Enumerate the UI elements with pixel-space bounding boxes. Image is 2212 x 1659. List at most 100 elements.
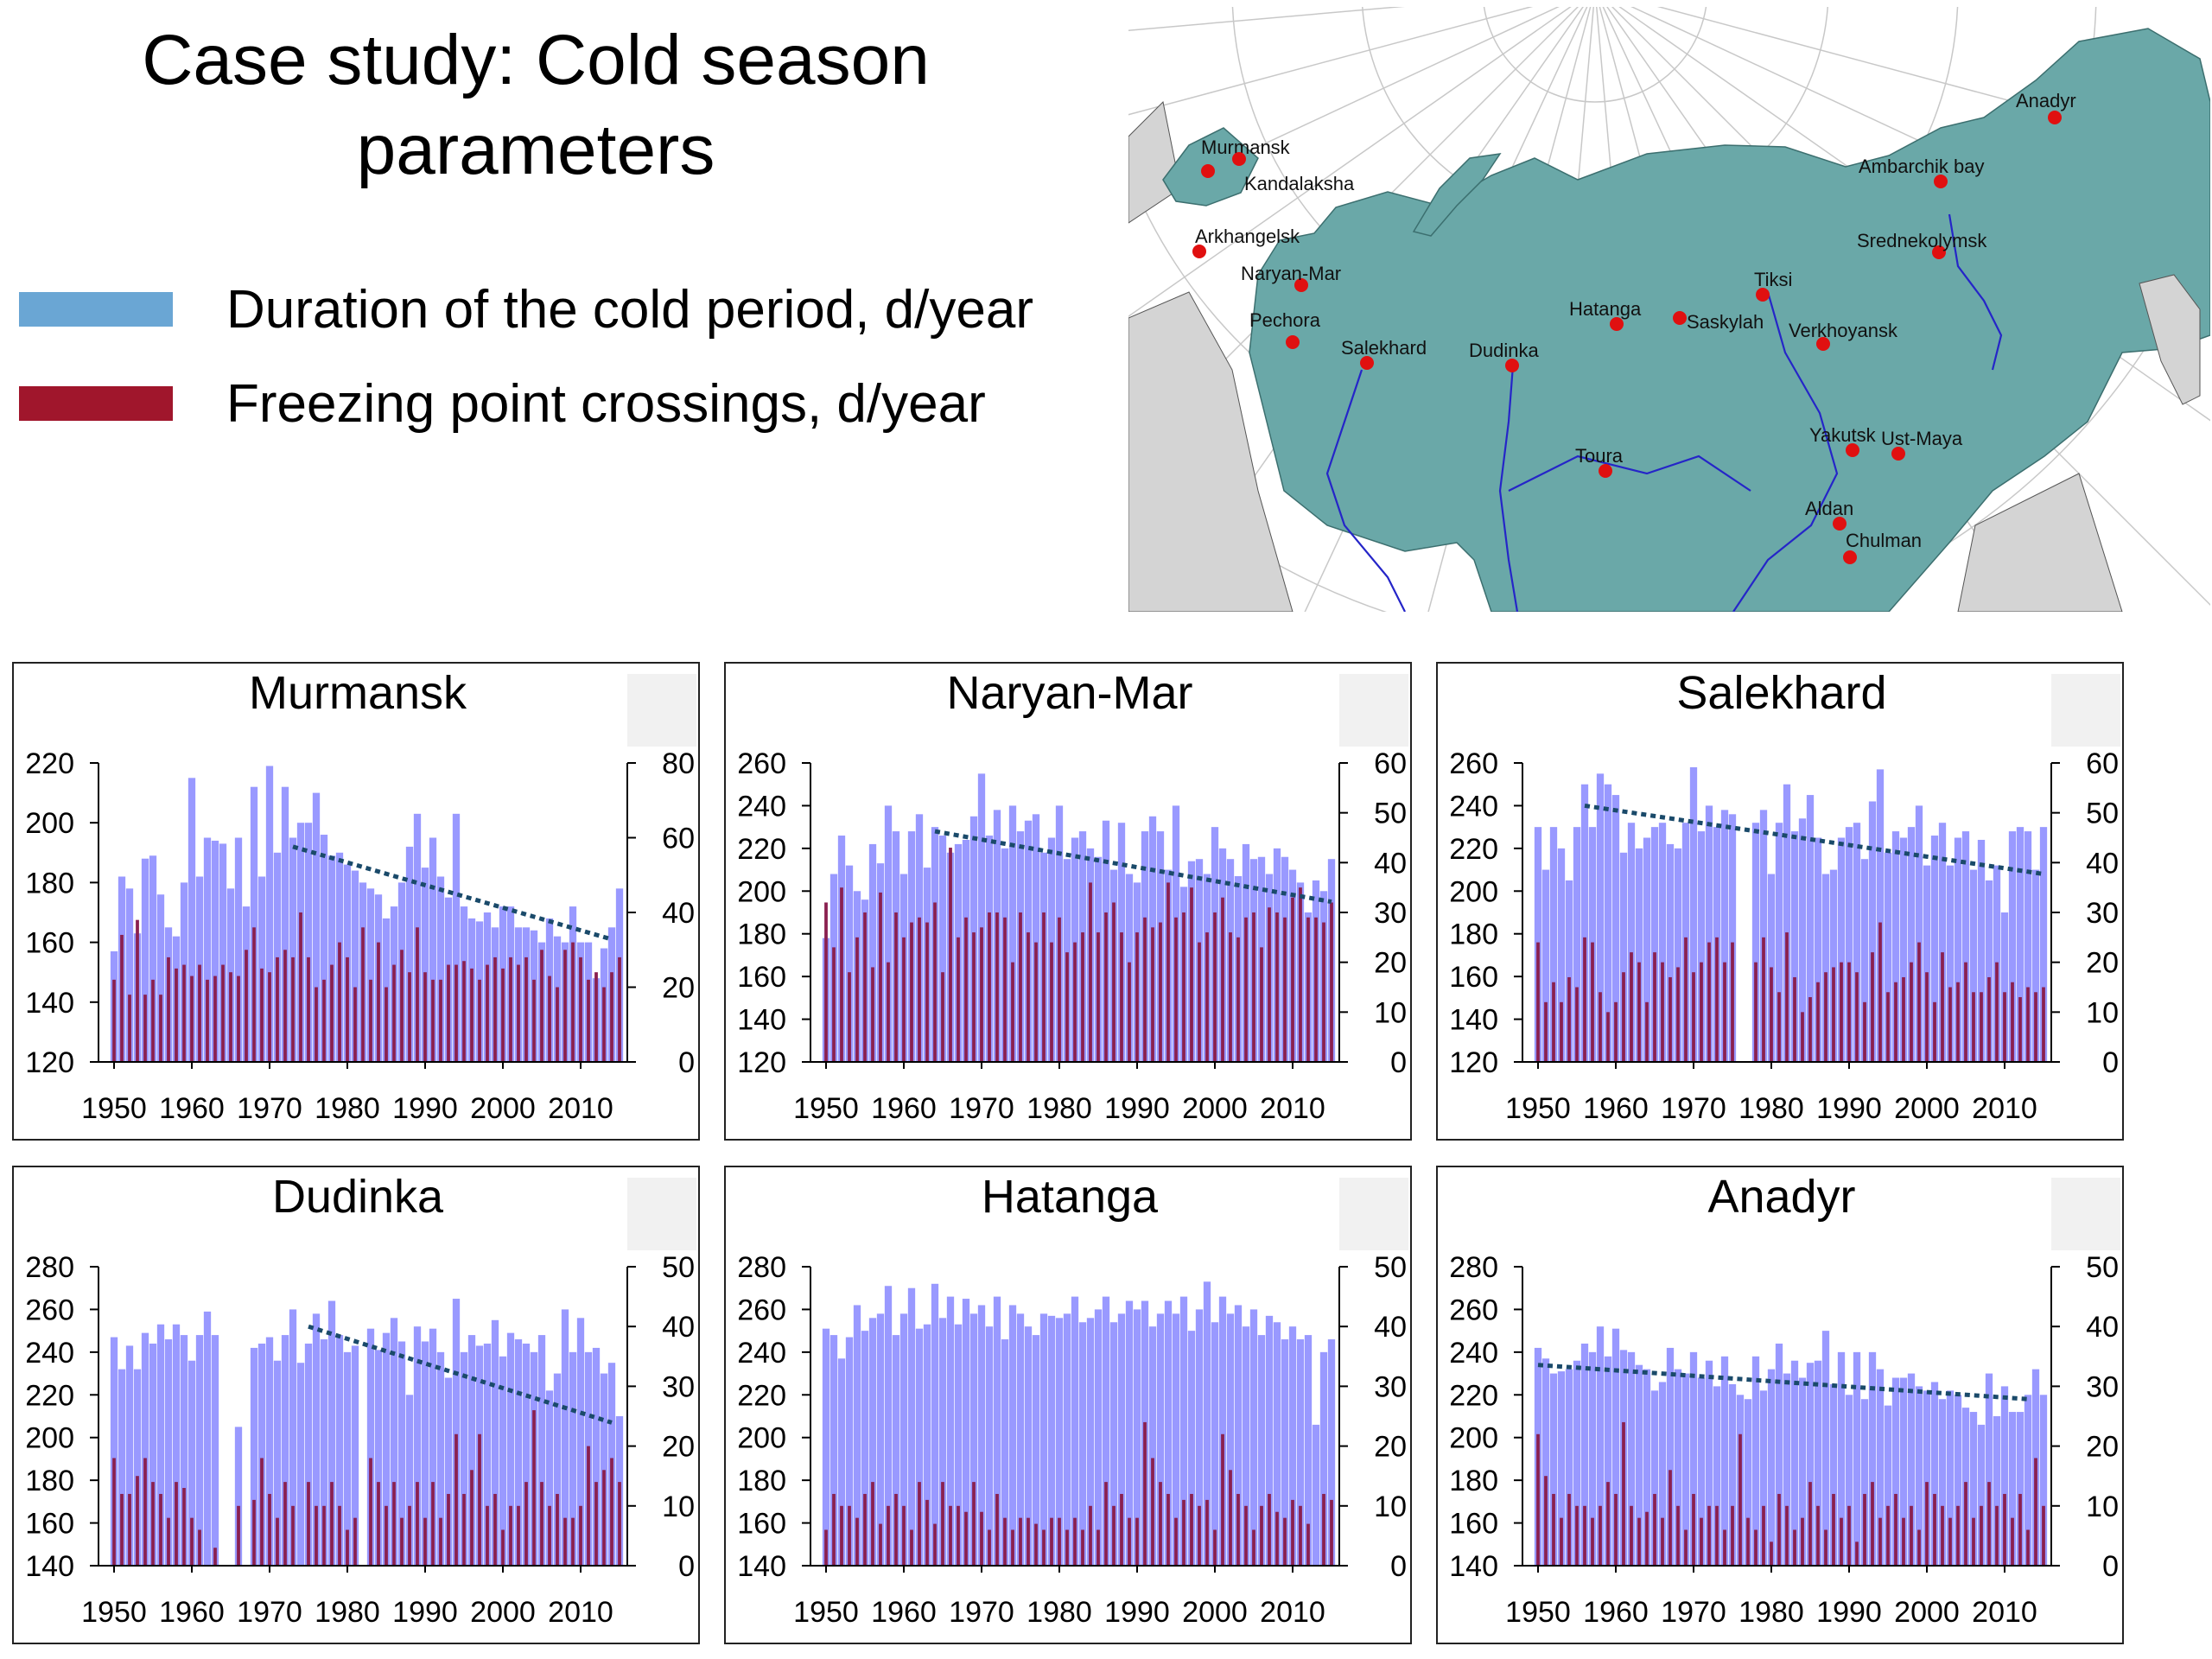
- duration-bar-1982: [1071, 1296, 1079, 1566]
- duration-bar-1977: [1744, 1399, 1752, 1566]
- left-tick-label: 280: [737, 1251, 786, 1284]
- right-tick-label: 0: [2102, 1550, 2119, 1583]
- duration-bar-1973: [1713, 1386, 1721, 1566]
- station-marker-srednekolymsk: [1932, 245, 1946, 259]
- freezing-bar-1991: [1143, 1421, 1147, 1566]
- freezing-bar-1965: [941, 1482, 944, 1566]
- freezing-bar-1952: [128, 995, 131, 1062]
- freezing-bar-1958: [887, 962, 890, 1062]
- freezing-bar-2003: [1948, 1517, 1952, 1566]
- freezing-bar-1974: [299, 912, 302, 1062]
- station-marker-tiksi: [1756, 288, 1770, 302]
- freezing-bar-2005: [540, 1482, 543, 1566]
- duration-bar-1977: [320, 1339, 328, 1566]
- duration-bar-2005: [537, 1335, 546, 1566]
- right-tick-label: 10: [1374, 1491, 1407, 1523]
- duration-bar-1983: [366, 888, 375, 1062]
- duration-bar-1975: [1728, 1383, 1737, 1566]
- duration-bar-1994: [452, 1299, 461, 1566]
- duration-bar-2008: [1273, 1322, 1281, 1566]
- x-tick-label: 1980: [315, 1596, 380, 1629]
- duration-bar-2012: [2016, 827, 2024, 1062]
- duration-bar-1960: [899, 1313, 908, 1566]
- duration-bar-1989: [413, 1326, 422, 1566]
- freezing-bar-1970: [1692, 972, 1695, 1062]
- freezing-bar-1985: [385, 1505, 388, 1566]
- duration-bar-2005: [1249, 1309, 1258, 1566]
- freezing-bar-1991: [431, 979, 435, 1062]
- freezing-bar-1951: [120, 1493, 124, 1566]
- freezing-bar-1983: [369, 979, 372, 1062]
- freezing-bar-1961: [198, 964, 201, 1062]
- duration-bar-2014: [1319, 1351, 1328, 1566]
- freezing-bar-1973: [291, 957, 295, 1062]
- freezing-bar-1996: [1894, 1493, 1897, 1566]
- freezing-bar-1970: [268, 972, 271, 1062]
- duration-bar-1955: [861, 1331, 869, 1566]
- duration-bar-1975: [1728, 814, 1737, 1062]
- duration-bar-1957: [1588, 1351, 1597, 1566]
- duration-bar-1970: [265, 766, 274, 1062]
- freezing-bar-2015: [618, 957, 621, 1062]
- station-marker-naryan-mar: [1294, 278, 1308, 292]
- x-tick-label: 1990: [392, 1092, 458, 1125]
- duration-bar-1974: [296, 1363, 305, 1566]
- freezing-bar-1981: [1777, 1493, 1781, 1566]
- freezing-bar-2010: [1291, 1499, 1294, 1566]
- freezing-bar-1957: [167, 1517, 170, 1566]
- freezing-bar-1957: [1591, 942, 1594, 1062]
- duration-bar-2006: [545, 1390, 554, 1566]
- freezing-bar-1995: [1174, 917, 1178, 1062]
- freezing-bar-1966: [237, 976, 240, 1062]
- freezing-bar-1966: [1661, 962, 1664, 1062]
- duration-bar-1964: [1643, 1369, 1651, 1566]
- duration-bar-1993: [1868, 801, 1877, 1062]
- duration-bar-1951: [830, 1335, 838, 1566]
- x-tick-label: 2010: [1260, 1092, 1325, 1125]
- station-label-ambarchik-bay: Ambarchik bay: [1859, 156, 1985, 177]
- freezing-bar-1982: [1785, 932, 1789, 1062]
- duration-bar-1985: [382, 1332, 391, 1566]
- freezing-bar-1962: [918, 1482, 921, 1566]
- duration-bar-1973: [289, 837, 297, 1062]
- freezing-bar-2000: [1213, 912, 1217, 1062]
- chart-salekhard: Salekhard 120 140 160 180 200 220 240 260 0 10 20 30…: [1436, 662, 2124, 1141]
- duration-bar-1960: [1611, 1328, 1620, 1566]
- freezing-bar-2005: [1252, 1529, 1255, 1566]
- chart-anadyr: Anadyr 140 160 180 200 220 240 260 280 0 10 20 30 40 5…: [1436, 1166, 2124, 1644]
- freezing-bar-1951: [832, 947, 836, 1062]
- freezing-bar-1990: [423, 972, 427, 1062]
- duration-bar-1993: [1156, 1313, 1165, 1566]
- duration-bar-1982: [1783, 1373, 1791, 1566]
- duration-bar-1996: [1891, 831, 1900, 1062]
- freezing-bar-2012: [1306, 1523, 1310, 1566]
- freezing-bar-2012: [594, 1482, 598, 1566]
- freezing-bar-2015: [618, 1482, 621, 1566]
- freezing-bar-1964: [1645, 1511, 1649, 1566]
- freezing-bar-1994: [1166, 1493, 1170, 1566]
- freezing-bar-1967: [245, 950, 248, 1062]
- freezing-bar-1994: [1878, 1517, 1882, 1566]
- duration-bar-1981: [351, 870, 359, 1062]
- duration-bar-2012: [1304, 1335, 1313, 1566]
- x-tick-label: 2010: [548, 1596, 613, 1629]
- x-tick-label: 2000: [1182, 1596, 1248, 1629]
- duration-bar-1972: [281, 1335, 289, 1566]
- station-marker-aldan: [1833, 517, 1847, 531]
- bar-series-group: [110, 766, 624, 1062]
- left-tick-label: 120: [1449, 1046, 1498, 1079]
- freezing-bar-2003: [1236, 937, 1240, 1062]
- freezing-bar-1979: [338, 942, 341, 1062]
- left-tick-label: 260: [25, 1294, 74, 1326]
- freezing-bar-1996: [1182, 912, 1185, 1062]
- x-tick-label: 1950: [793, 1092, 859, 1125]
- freezing-bar-1980: [1770, 1541, 1773, 1566]
- freezing-bar-1979: [1762, 937, 1765, 1062]
- duration-bar-1987: [1821, 874, 1830, 1062]
- duration-bar-1963: [211, 1335, 219, 1566]
- x-tick-label: 2010: [1972, 1092, 2037, 1125]
- duration-bar-1999: [1915, 805, 1923, 1062]
- x-tick-label: 2010: [1260, 1596, 1325, 1629]
- freezing-bar-1989: [1128, 962, 1131, 1062]
- freezing-bar-1967: [1669, 976, 1672, 1062]
